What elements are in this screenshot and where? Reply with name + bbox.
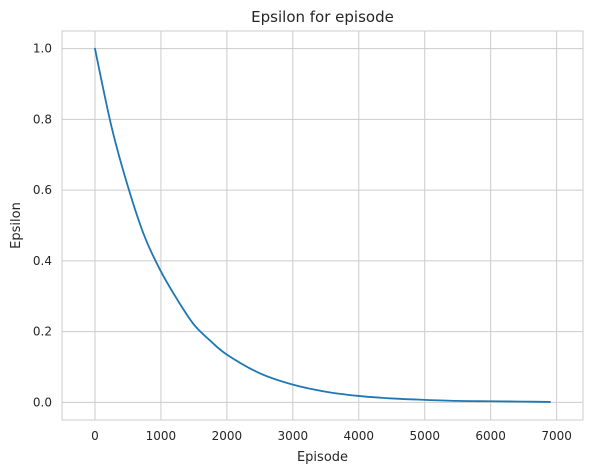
y-tick-label: 0.2: [33, 325, 52, 339]
chart-title: Epsilon for episode: [251, 8, 394, 26]
x-tick-label: 3000: [278, 429, 309, 443]
x-axis-label: Episode: [297, 450, 348, 465]
y-tick-labels: 0.0 0.2 0.4 0.6 0.8 1.0: [33, 42, 52, 410]
x-tick-label: 6000: [475, 429, 506, 443]
x-tick-label: 0: [91, 429, 99, 443]
x-tick-label: 4000: [343, 429, 374, 443]
y-tick-label: 0.4: [33, 254, 52, 268]
series-group: [94, 47, 551, 403]
x-tick-label: 2000: [212, 429, 243, 443]
x-tick-label: 1000: [146, 429, 177, 443]
y-tick-label: 0.6: [33, 183, 52, 197]
y-tick-label: 1.0: [33, 42, 52, 56]
y-tick-label: 0.0: [33, 395, 52, 409]
y-tick-label: 0.8: [33, 112, 52, 126]
y-axis-label: Epsilon: [9, 202, 24, 249]
x-grid-lines: [94, 31, 558, 420]
plot-frame: [61, 30, 584, 421]
y-grid-lines: [62, 48, 583, 403]
epsilon-series-line: [94, 47, 551, 403]
x-tick-label: 5000: [409, 429, 440, 443]
x-tick-labels: 0 1000 2000 3000 4000 5000 6000 7000: [91, 429, 572, 443]
x-tick-label: 7000: [541, 429, 572, 443]
